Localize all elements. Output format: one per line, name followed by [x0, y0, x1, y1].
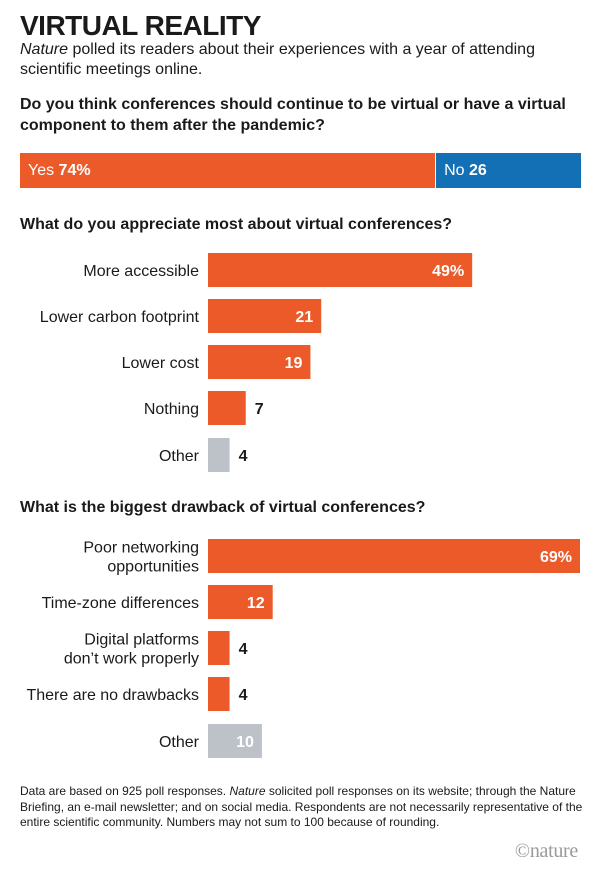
subtitle-text: polled its readers about their experienc…	[20, 41, 535, 78]
value-label: 69%	[540, 549, 572, 566]
bar	[208, 539, 580, 573]
footnote-italic: Nature	[229, 784, 266, 798]
stack-category-label: Yes	[28, 162, 59, 179]
category-label: Other	[159, 734, 200, 751]
category-label: don’t work properly	[64, 651, 199, 668]
value-label: 4	[239, 448, 248, 465]
category-label: More accessible	[83, 263, 199, 280]
value-label: 19	[285, 355, 303, 372]
value-label: 4	[239, 641, 248, 658]
bar	[208, 585, 273, 619]
question-2: What do you appreciate most about virtua…	[20, 216, 453, 233]
bar	[208, 631, 230, 665]
value-label: 7	[255, 401, 264, 418]
stack-category-label: No	[444, 162, 470, 179]
value-label: 21	[295, 309, 313, 326]
category-label: Time-zone differences	[42, 595, 199, 612]
bar	[208, 299, 322, 333]
chart-title: VIRTUAL REALITY	[20, 10, 261, 41]
bar	[208, 677, 230, 711]
value-label: 12	[247, 595, 265, 612]
chart-subtitle: Nature polled its readers about their ex…	[20, 40, 580, 80]
stack-segment-no: No 26	[435, 153, 581, 188]
subtitle-italic: Nature	[20, 41, 69, 58]
category-label: opportunities	[107, 559, 199, 576]
category-label: Digital platforms	[84, 632, 199, 649]
bar	[208, 345, 311, 379]
stacked-bar-future-virtual: Yes 74% No 26	[20, 153, 581, 188]
stack-segment-yes: Yes 74%	[20, 153, 436, 188]
bar	[208, 391, 246, 425]
bar	[208, 253, 473, 287]
footnote-text-a: Data are based on 925 poll responses.	[20, 784, 230, 798]
nature-logo: ©nature	[514, 840, 578, 862]
bar-chart-appreciate: More accessible 49% Lower carbon footprint…	[40, 253, 473, 472]
category-label: Poor networking	[83, 540, 199, 557]
bar-chart-drawback: Poor networking opportunities 69% Time-zone…	[26, 539, 580, 758]
footnote: Data are based on 925 poll responses. Na…	[20, 784, 585, 831]
bar	[208, 724, 262, 758]
stack-value-label: 26	[469, 162, 487, 179]
footnote-text-b: solicited poll responses on its website;…	[20, 784, 583, 829]
value-label: 10	[236, 734, 254, 751]
category-label: Other	[159, 448, 200, 465]
question-1: Do you think conferences should continue…	[20, 96, 566, 134]
question-3: What is the biggest drawback of virtual …	[20, 499, 426, 516]
value-label: 49%	[432, 263, 464, 280]
value-label: 4	[239, 687, 248, 704]
stack-value-label: 74%	[58, 162, 91, 179]
category-label: Nothing	[144, 401, 199, 418]
bar	[208, 438, 230, 472]
category-label: Lower carbon footprint	[40, 309, 200, 326]
category-label: There are no drawbacks	[26, 687, 199, 704]
category-label: Lower cost	[122, 355, 200, 372]
